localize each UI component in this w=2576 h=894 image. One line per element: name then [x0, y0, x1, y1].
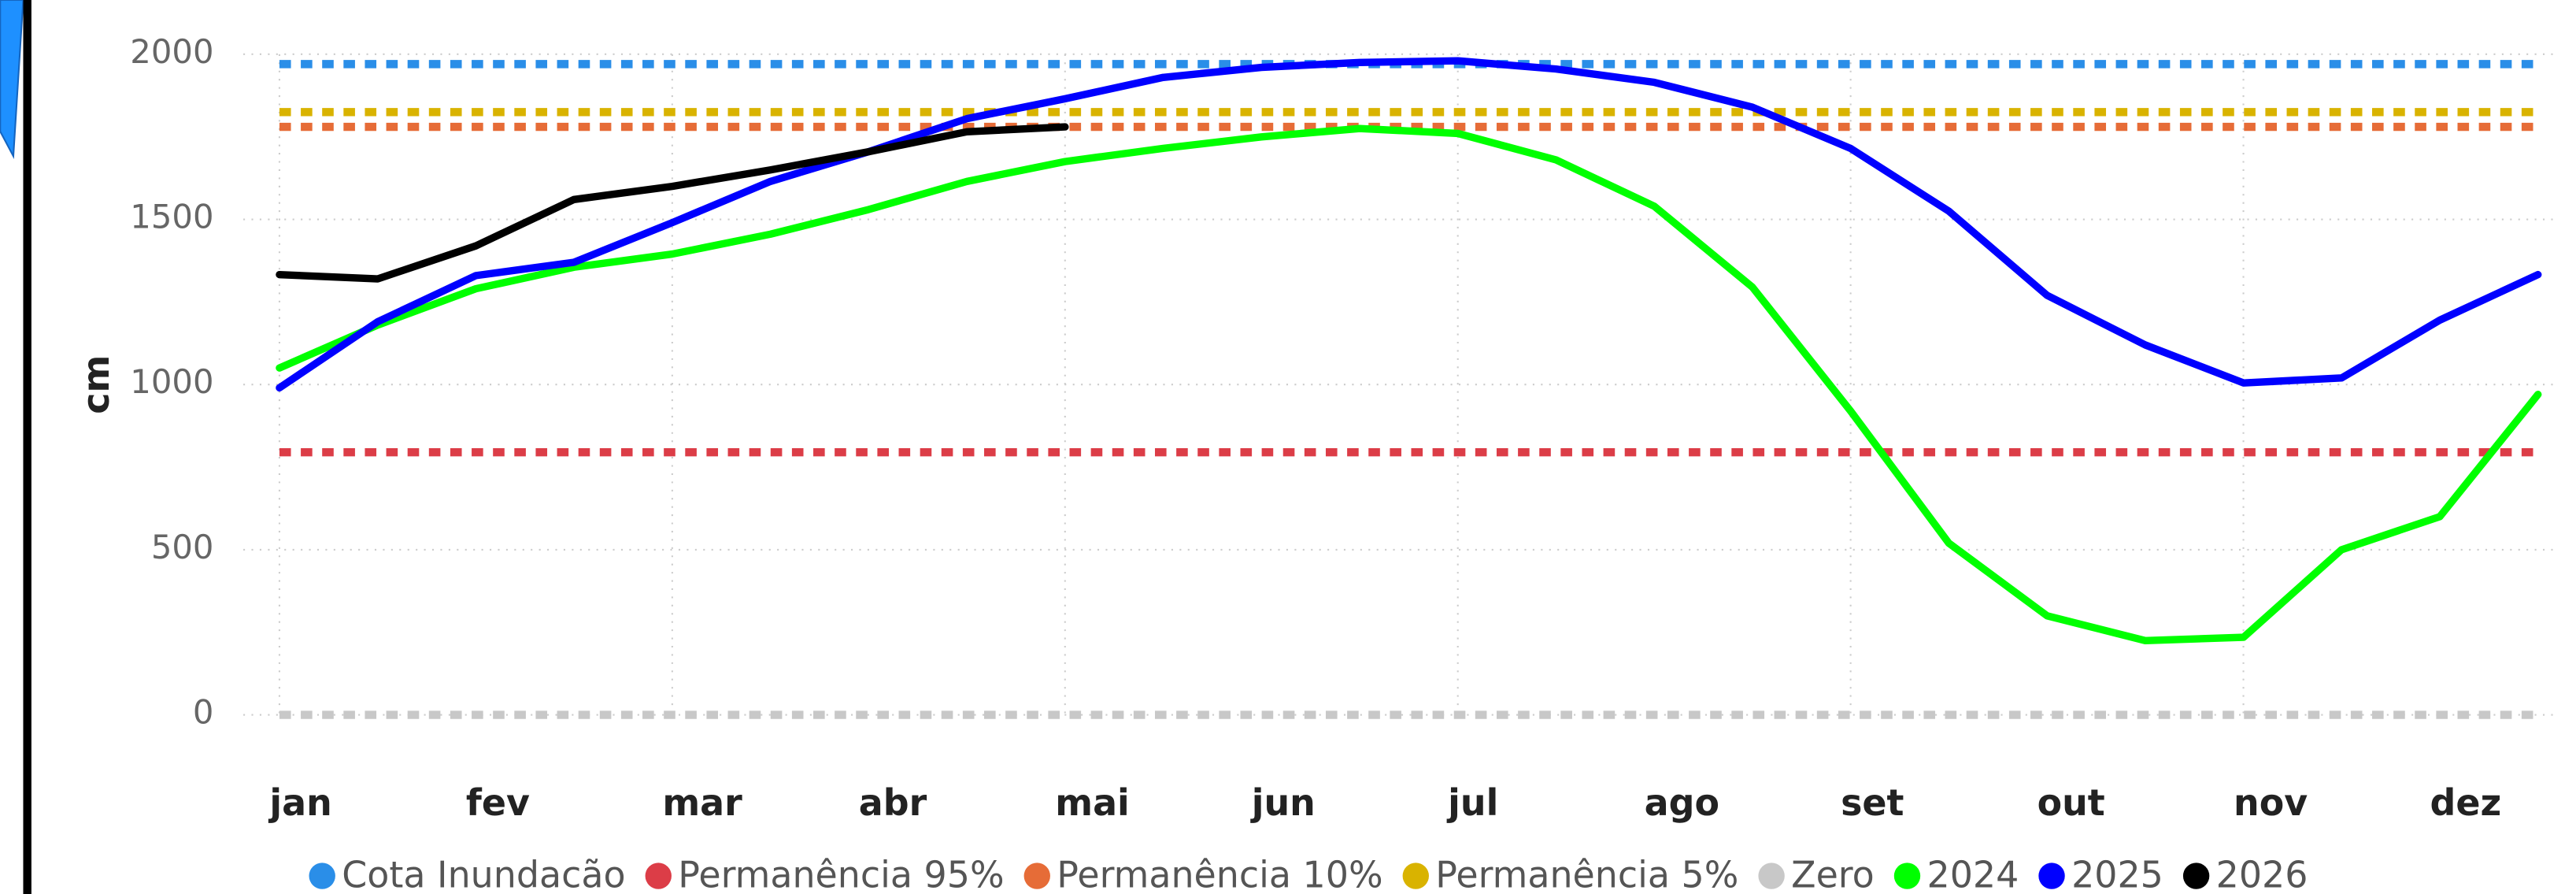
legend-marker	[2038, 862, 2065, 889]
series-line	[276, 123, 1069, 283]
x-tick-label: nov	[2234, 781, 2308, 824]
x-tick-label: mai	[1055, 781, 1130, 824]
x-tick-label: jun	[1250, 781, 1316, 824]
legend-marker	[1758, 862, 1785, 889]
legend-label: 2024	[1927, 854, 2019, 894]
x-tick-label: ago	[1645, 781, 1719, 824]
decoration-shape	[0, 0, 24, 159]
legend-marker	[309, 862, 335, 889]
y-tick-label: 2000	[130, 32, 213, 71]
x-tick-label: abr	[859, 781, 927, 824]
legend-label: Cota Inundacão	[342, 854, 625, 894]
y-tick-label: 1000	[130, 362, 213, 401]
x-tick-label: dez	[2430, 781, 2501, 824]
y-tick-label: 0	[193, 693, 214, 732]
x-tick-label: jul	[1446, 781, 1498, 824]
legend-label: Zero	[1791, 854, 1875, 894]
legend-marker	[645, 862, 672, 889]
x-tick-label: mar	[662, 781, 742, 824]
legend-label: 2025	[2071, 854, 2163, 894]
series-line	[276, 57, 2542, 392]
x-tick-label: jan	[268, 781, 331, 824]
x-tick-label: set	[1841, 781, 1904, 824]
y-axis-label: cm	[75, 355, 117, 414]
left-border	[23, 0, 31, 894]
legend-marker	[1893, 862, 1921, 889]
y-tick-label: 1500	[130, 198, 213, 236]
legend-label: Permanência 5%	[1435, 854, 1738, 894]
y-tick-label: 500	[151, 528, 214, 566]
x-tick-label: fev	[466, 781, 530, 824]
legend-label: Permanência 95%	[678, 854, 1004, 894]
x-tick-label: out	[2037, 781, 2105, 824]
legend-marker	[1402, 862, 1429, 889]
legend-marker	[2182, 862, 2210, 889]
series-line	[276, 124, 2542, 644]
legend-label: 2026	[2216, 854, 2308, 894]
legend-label: Permanência 10%	[1057, 854, 1382, 894]
legend-marker	[1023, 862, 1050, 889]
